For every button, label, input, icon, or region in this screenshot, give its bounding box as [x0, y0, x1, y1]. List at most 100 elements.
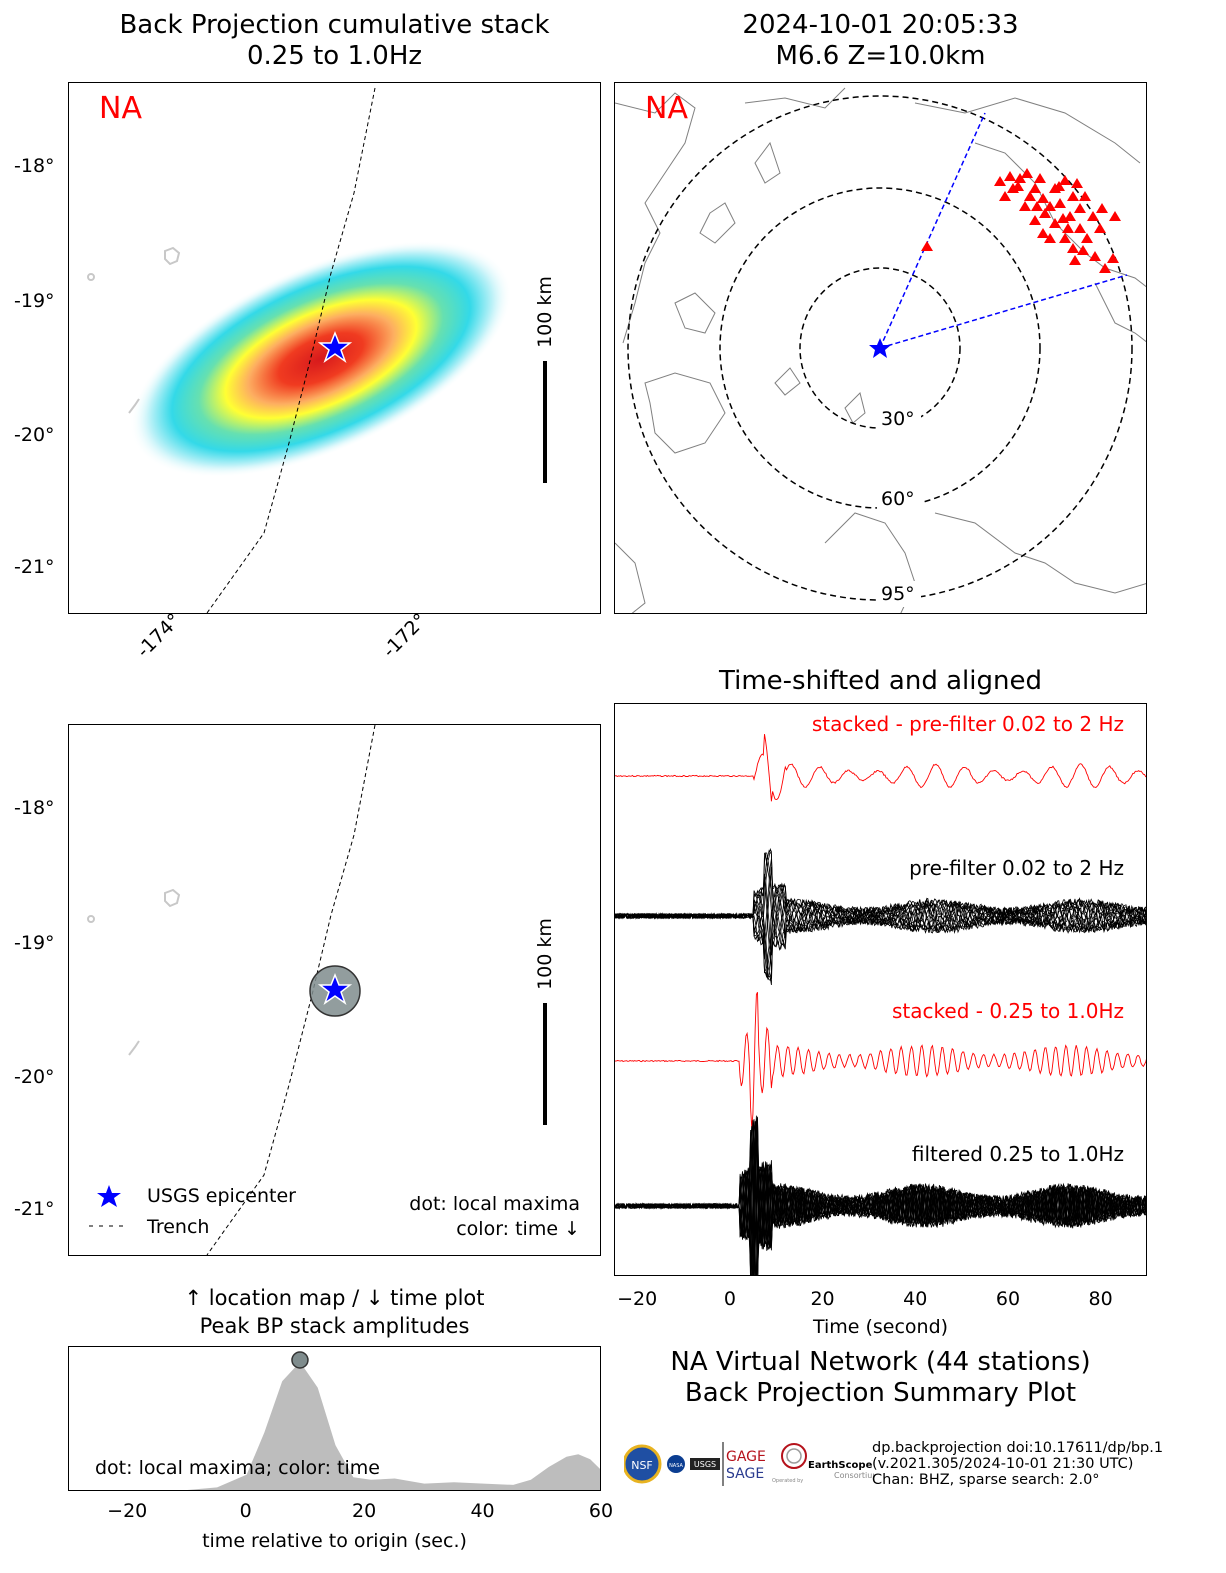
legend-note-2: color: time ↓	[456, 1218, 580, 1240]
stacked-raw-trace	[615, 734, 1146, 802]
trace-label-stacked-filt: stacked - 0.25 to 1.0Hz	[892, 999, 1124, 1023]
legend-trench-label: Trench	[147, 1216, 210, 1238]
nasa-logo-icon	[667, 1455, 685, 1473]
stacked-filtered-trace	[615, 992, 1146, 1128]
raw-trace	[615, 879, 1146, 972]
operated-by-text: Operated by	[772, 1478, 803, 1484]
peak-maxima-dot	[291, 1351, 309, 1369]
footer-line-1: dp.backprojection doi:10.17611/dp/bp.1	[872, 1440, 1164, 1456]
island-2b	[87, 915, 95, 923]
event-title: 2024-10-01 20:05:33 M6.6 Z=10.0km	[614, 10, 1147, 72]
island-1	[164, 246, 181, 266]
raw-trace	[615, 884, 1146, 981]
lat-tick-20b: -20°	[14, 1066, 55, 1088]
peak-area	[69, 1362, 600, 1490]
trench-line	[206, 87, 376, 613]
aligned-title: Time-shifted and aligned	[719, 666, 1042, 696]
island-3b	[128, 1040, 140, 1056]
nasa-text: NASA	[669, 1463, 683, 1469]
peak-amplitude-svg	[69, 1351, 600, 1490]
aligned-x-tick: −20	[617, 1288, 658, 1310]
station-triangles	[921, 168, 1121, 273]
aligned-x-tick: 0	[723, 1288, 736, 1310]
lat-tick-19: -19°	[14, 290, 55, 312]
sage-text: SAGE	[726, 1466, 764, 1482]
location-map: 100 km USGS epicenter Trench dot: local …	[68, 724, 601, 1256]
ring-label-60: 60°	[881, 488, 915, 510]
peak-note: dot: local maxima; color: time	[95, 1457, 380, 1479]
peak-x-tick: 40	[470, 1500, 495, 1522]
bp-stack-map: NA 100 km	[68, 82, 601, 614]
gage-text: GAGE	[726, 1449, 766, 1465]
bp-energy-ellipse	[130, 240, 512, 478]
trench-line-2	[206, 725, 376, 1255]
nsf-logo-icon	[622, 1444, 662, 1484]
legend-note-1: dot: local maxima	[409, 1193, 580, 1215]
location-map-svg	[87, 725, 547, 1255]
lon-tick-174: -174°	[132, 609, 186, 662]
event-time: 2024-10-01 20:05:33	[742, 10, 1019, 40]
network-label: NA	[99, 91, 142, 126]
peak-x-tick: 60	[588, 1500, 614, 1522]
epicenter-star	[317, 330, 353, 363]
epicenter-star-global	[869, 338, 891, 358]
network-label-global: NA	[645, 91, 688, 126]
lat-tick-19b: -19°	[14, 932, 55, 954]
peak-x-tick: −20	[107, 1500, 148, 1522]
peak-x-tick: 20	[352, 1500, 377, 1522]
bp-stack-title-line2: 0.25 to 1.0Hz	[246, 41, 423, 71]
station-map: NA 30° 60° 95°	[614, 82, 1147, 614]
lat-tick-18: -18°	[14, 155, 55, 177]
peak-xlabel: time relative to origin (sec.)	[202, 1530, 467, 1552]
footer-info: dp.backprojection doi:10.17611/dp/bp.1 (…	[872, 1440, 1163, 1488]
peak-amplitude-panel: dot: local maxima; color: time	[68, 1346, 601, 1491]
earthscope-text: EarthScope	[808, 1460, 873, 1471]
legend-epicenter-label: USGS epicenter	[147, 1185, 296, 1207]
filtered-trace	[615, 1116, 1146, 1275]
usgs-text: USGS	[694, 1460, 716, 1469]
event-magnitude: M6.6 Z=10.0km	[775, 41, 986, 71]
footer-line-3: Chan: BHZ, sparse search: 2.0°	[872, 1472, 1100, 1488]
island-1b	[164, 888, 181, 908]
logo-svg: NSF NASA USGS GAGE SAGE EarthScope Conso…	[622, 1442, 880, 1486]
coastlines	[615, 87, 1146, 613]
aligned-x-tick: 80	[1088, 1288, 1113, 1310]
raw-trace	[615, 882, 1146, 981]
legend-star-icon	[97, 1185, 121, 1207]
trace-label-filtered: filtered 0.25 to 1.0Hz	[911, 1142, 1124, 1166]
bp-stack-svg	[87, 87, 547, 613]
lat-tick-21: -21°	[14, 556, 55, 578]
aligned-x-tick: 40	[903, 1288, 928, 1310]
epicenter-star-2	[317, 972, 353, 1005]
trace-label-stacked-raw: stacked - pre-filter 0.02 to 2 Hz	[811, 712, 1124, 736]
raw-trace	[615, 884, 1146, 986]
summary-title-line2: Back Projection Summary Plot	[684, 1378, 1077, 1408]
scale-bar-label: 100 km	[534, 276, 556, 348]
lat-tick-21b: -21°	[14, 1198, 55, 1220]
peak-title: ↑ location map / ↓ time plot Peak BP sta…	[68, 1284, 601, 1340]
peak-title-line2: Peak BP stack amplitudes	[199, 1314, 470, 1338]
trace-label-raw: pre-filter 0.02 to 2 Hz	[909, 856, 1124, 880]
consortium-text: Consortium	[834, 1471, 874, 1480]
azimuth-line-east	[879, 274, 1128, 349]
lat-tick-20: -20°	[14, 424, 55, 446]
scale-bar-label-2: 100 km	[534, 918, 556, 990]
aligned-x-tick: 60	[995, 1288, 1021, 1310]
lat-tick-18b: -18°	[14, 797, 55, 819]
bp-stack-title: Back Projection cumulative stack 0.25 to…	[68, 10, 601, 72]
bp-stack-title-line1: Back Projection cumulative stack	[119, 10, 550, 40]
aligned-traces-panel: stacked - pre-filter 0.02 to 2 Hz pre-fi…	[614, 703, 1147, 1276]
island-3	[128, 398, 140, 414]
aligned-xlabel: Time (second)	[812, 1316, 949, 1338]
ring-label-30: 30°	[881, 408, 915, 430]
summary-title: NA Virtual Network (44 stations) Back Pr…	[614, 1347, 1147, 1409]
peak-title-line1: ↑ location map / ↓ time plot	[184, 1286, 485, 1310]
earthscope-logo-icon	[781, 1443, 807, 1469]
peak-x-tick: 0	[239, 1500, 252, 1522]
aligned-traces-svg	[615, 734, 1146, 1275]
raw-trace	[615, 847, 1146, 950]
ring-label-95: 95°	[881, 583, 915, 605]
island-2	[87, 273, 95, 281]
azimuth-line-north	[879, 112, 986, 349]
footer-line-2: (v.2021.305/2024-10-01 21:30 UTC)	[872, 1456, 1134, 1472]
